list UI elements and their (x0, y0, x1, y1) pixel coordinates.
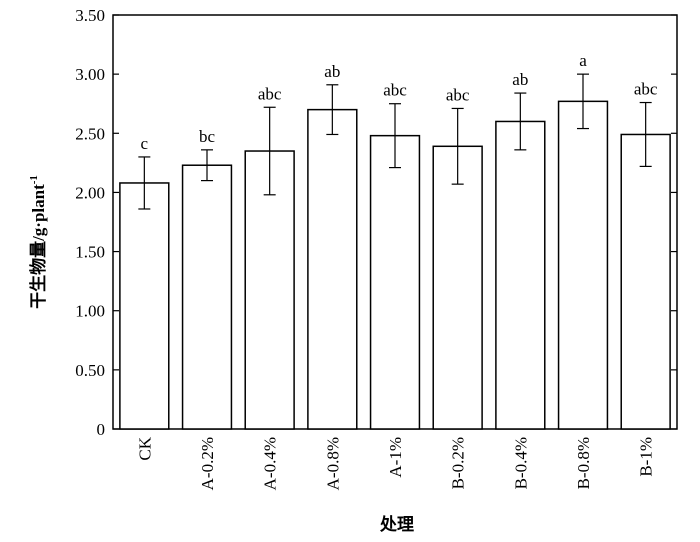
y-tick-label: 2.00 (75, 183, 105, 202)
significance-label: ab (324, 62, 340, 81)
x-tick-label: A-0.8% (323, 437, 342, 490)
x-tick-label: CK (135, 436, 154, 460)
significance-label: abc (258, 84, 282, 103)
y-axis-label: 干生物量/g·plant-1 (28, 175, 48, 309)
x-tick-label: B-0.2% (449, 437, 468, 489)
bar (307, 108, 358, 430)
y-axis-label-superscript: -1 (28, 175, 40, 184)
significance-label: abc (446, 85, 470, 104)
x-tick-label: B-0.8% (574, 437, 593, 489)
y-tick-label: 3.00 (75, 65, 105, 84)
y-axis-label-main: 干生物量/g·plant (28, 184, 48, 309)
plot-area: 0 0.50 1.00 1.50 2.00 2.50 3.00 3.50 c CK bc A-0.2%… (75, 6, 678, 490)
x-axis-label: 处理 (379, 514, 414, 534)
x-tick-label: A-0.2% (198, 437, 217, 490)
bar (181, 164, 233, 430)
significance-label: abc (634, 80, 658, 99)
x-tick-label: A-0.4% (261, 437, 280, 490)
bar (369, 134, 421, 430)
significance-label: bc (199, 127, 216, 146)
y-tick-label: 1.00 (75, 302, 105, 321)
significance-label: a (579, 51, 587, 70)
bar (495, 120, 546, 430)
x-tick-label: A-1% (386, 437, 405, 478)
bar (432, 145, 483, 430)
bar (620, 133, 671, 430)
bar (244, 150, 295, 430)
y-tick-label: 1.50 (75, 243, 105, 262)
significance-label: abc (383, 81, 407, 100)
bar (119, 182, 170, 430)
y-tick-label: 2.50 (75, 124, 105, 143)
bar (557, 100, 609, 430)
significance-label: c (141, 134, 149, 153)
y-tick-label: 0 (97, 420, 106, 439)
significance-label: ab (512, 70, 528, 89)
x-tick-label: B-0.4% (511, 437, 530, 489)
y-tick-label: 0.50 (75, 361, 105, 380)
y-tick-label: 3.50 (75, 6, 105, 25)
x-tick-label: B-1% (637, 437, 656, 477)
